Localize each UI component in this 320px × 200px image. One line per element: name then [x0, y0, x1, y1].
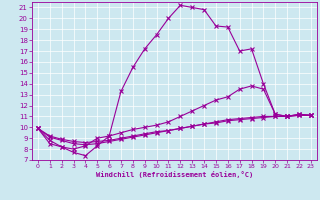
X-axis label: Windchill (Refroidissement éolien,°C): Windchill (Refroidissement éolien,°C): [96, 171, 253, 178]
